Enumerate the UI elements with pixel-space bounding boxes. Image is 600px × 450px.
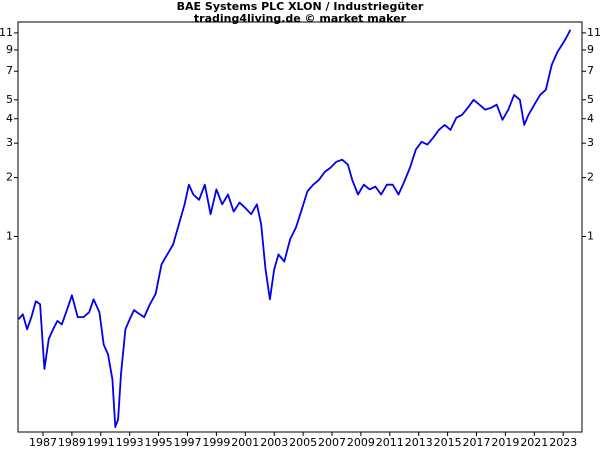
x-tick-label: 1995: [145, 436, 173, 449]
y2-tick-label: 5: [587, 93, 594, 106]
y-tick-label: 9: [6, 43, 13, 56]
x-tick-label: 2003: [260, 436, 288, 449]
x-tick-label: 1993: [116, 436, 144, 449]
x-tick-label: 2013: [405, 436, 433, 449]
x-tick-label: 2005: [289, 436, 317, 449]
x-tick-label: 1999: [202, 436, 230, 449]
y-tick-label: 5: [6, 93, 13, 106]
x-tick-label: 2009: [347, 436, 375, 449]
plot-frame: [17, 21, 583, 433]
y2-tick-label: 7: [587, 64, 594, 77]
y-tick-label: 1: [6, 229, 13, 242]
x-tick-label: 2021: [520, 436, 548, 449]
y-tick-label: 2: [6, 171, 13, 184]
y-tick-label: 3: [6, 136, 13, 149]
x-tick-label: 1997: [174, 436, 202, 449]
y2-tick-label: 9: [587, 43, 594, 56]
chart-subtitle: trading4living.de © market maker: [194, 12, 407, 25]
y-tick-label: 7: [6, 64, 13, 77]
x-tick-label: 2015: [434, 436, 462, 449]
price-line: [17, 29, 572, 428]
x-tick-label: 2001: [231, 436, 259, 449]
y-tick-label: 4: [6, 112, 13, 125]
x-tick-label: 1989: [58, 436, 86, 449]
x-tick-label: 1987: [29, 436, 57, 449]
x-tick-label: 2011: [376, 436, 404, 449]
y-tick-label: 11: [0, 26, 13, 39]
x-tick-label: 2017: [463, 436, 491, 449]
y2-tick-label: 4: [587, 112, 594, 125]
y2-tick-label: 3: [587, 136, 594, 149]
x-tick-label: 2023: [549, 436, 577, 449]
y2-tick-label: 1: [587, 229, 594, 242]
x-tick-label: 2007: [318, 436, 346, 449]
y2-tick-label: 11: [587, 26, 600, 39]
x-tick-label: 1991: [87, 436, 115, 449]
x-tick-label: 2019: [491, 436, 519, 449]
chart-title: BAE Systems PLC XLON / Industriegüter: [177, 0, 424, 13]
y2-tick-label: 2: [587, 171, 594, 184]
